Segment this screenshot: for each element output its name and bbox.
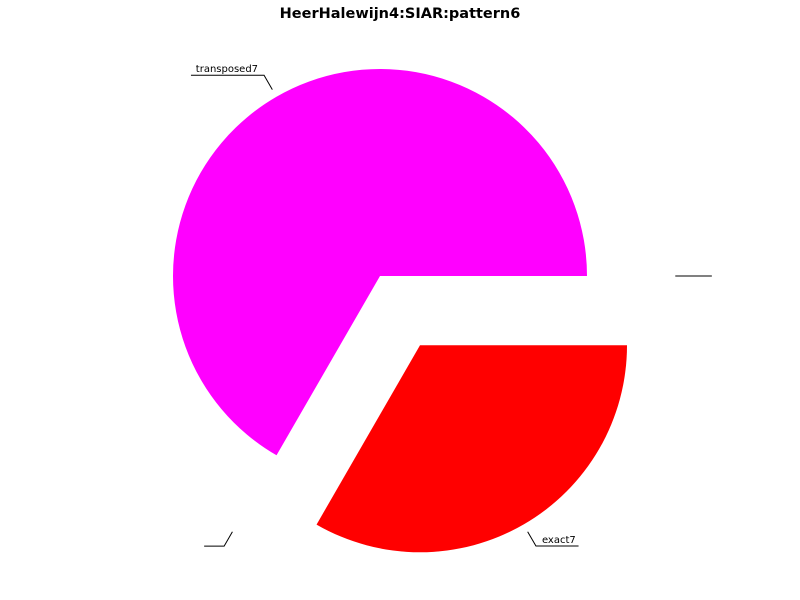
leader-line-transposed7 bbox=[190, 74, 273, 90]
chart-title: HeerHalewijn4:SIAR:pattern6 bbox=[280, 6, 521, 22]
pie-slice-exact7 bbox=[316, 345, 628, 553]
slice-label-transposed7: transposed7 bbox=[196, 64, 258, 75]
pie-labels: transposed7 exact7 bbox=[190, 64, 712, 547]
pie-slice-transposed7 bbox=[172, 68, 588, 456]
pie-slices bbox=[172, 68, 628, 553]
slice-label-exact7: exact7 bbox=[542, 535, 576, 546]
leader-line-exact7 bbox=[527, 531, 579, 547]
leader-line-unlabeled-1 bbox=[204, 531, 233, 547]
